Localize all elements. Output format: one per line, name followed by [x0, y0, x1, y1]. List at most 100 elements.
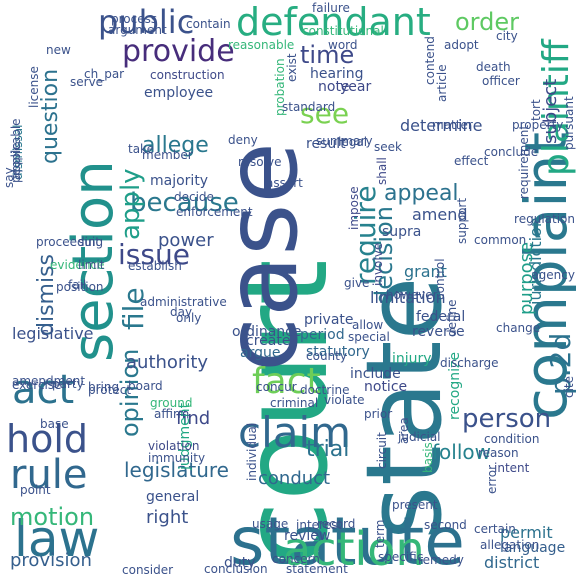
- cloud-word: ch_par: [84, 67, 125, 81]
- cloud-word: general: [146, 489, 200, 505]
- cloud-word: provide: [122, 34, 235, 69]
- cloud-word: concern: [272, 552, 320, 566]
- cloud-word: conclusion: [204, 562, 268, 576]
- cloud-word: control: [433, 258, 447, 300]
- cloud-word: subject: [540, 78, 561, 144]
- cloud-word: interest: [296, 518, 343, 532]
- cloud-word: immunity: [148, 451, 206, 465]
- cloud-word: statute: [230, 503, 465, 576]
- cloud-word: present: [392, 498, 438, 512]
- cloud-word: circuit: [375, 432, 389, 469]
- cloud-word: second: [424, 518, 467, 532]
- cloud-word: person: [462, 404, 552, 434]
- cloud-word: because: [130, 188, 239, 218]
- cloud-word: defendant: [236, 0, 431, 44]
- cloud-word: evidence: [50, 258, 105, 272]
- cloud-word: pursuant: [562, 96, 576, 150]
- cloud-word: allegation: [480, 538, 540, 552]
- cloud-word: trial: [306, 437, 350, 462]
- cloud-word: specific: [378, 550, 424, 564]
- cloud-word: majority: [150, 173, 209, 189]
- cloud-word: doctrine: [300, 383, 350, 397]
- cloud-word: reverse: [412, 324, 465, 340]
- cloud-word: property: [512, 118, 564, 132]
- cloud-word: protect: [88, 383, 132, 397]
- cloud-word: limitation: [370, 288, 446, 307]
- cloud-word: find: [176, 408, 211, 429]
- cloud-word: constitutional: [302, 24, 384, 38]
- cloud-word: city: [496, 29, 518, 43]
- cloud-word: shall: [375, 157, 389, 185]
- cloud-word: process: [111, 12, 158, 26]
- cloud-word: area: [397, 417, 411, 444]
- cloud-word: contend: [423, 36, 437, 85]
- cloud-word: hearing: [310, 66, 364, 82]
- cloud-word: prior: [364, 407, 393, 421]
- cloud-word: take: [128, 142, 154, 156]
- cloud-word: position: [56, 280, 104, 294]
- cloud-word: apply: [116, 168, 146, 240]
- cloud-word: party: [52, 377, 84, 391]
- cloud-word: notice: [364, 379, 408, 395]
- cloud-word: support: [455, 197, 469, 244]
- cloud-word: cite: [562, 375, 576, 398]
- cloud-word: enforcement: [176, 205, 253, 219]
- cloud-word: day: [170, 305, 193, 319]
- cloud-word: member: [142, 148, 193, 162]
- cloud-word: permit: [500, 523, 553, 542]
- cloud-word: define: [445, 299, 459, 337]
- cloud-word: error: [485, 464, 499, 494]
- cloud-word: appeal: [384, 181, 459, 206]
- cloud-word: private: [304, 312, 354, 328]
- cloud-word: seek: [374, 140, 402, 154]
- cloud-word: supra: [382, 224, 422, 240]
- cloud-word: reasonable: [228, 38, 295, 52]
- cloud-word: construction: [150, 68, 225, 82]
- cloud-word: give: [344, 276, 370, 290]
- cloud-word: district: [484, 553, 540, 572]
- cloud-word: exist: [285, 53, 299, 82]
- cloud-word: basis: [421, 442, 435, 473]
- cloud-word: law: [14, 510, 100, 568]
- cloud-word: period: [300, 327, 345, 343]
- cloud-word: special: [348, 330, 390, 344]
- cloud-word: only: [176, 311, 202, 325]
- cloud-word: criminal: [270, 396, 319, 410]
- cloud-word: employee: [144, 85, 214, 101]
- cloud-word: order: [455, 8, 519, 36]
- cloud-word: ground: [150, 396, 193, 410]
- cloud-word: adopt: [444, 38, 479, 52]
- cloud-word: grant: [404, 262, 447, 281]
- cloud-word: hold: [6, 417, 89, 461]
- cloud-word: affirm: [154, 407, 190, 421]
- cloud-word: usage: [252, 517, 289, 531]
- cloud-word: motion: [10, 503, 95, 531]
- cloud-word: license: [27, 66, 41, 108]
- cloud-word: follow: [432, 440, 491, 464]
- cloud-word: establish: [128, 259, 182, 273]
- cloud-word: individual: [245, 422, 259, 481]
- cloud-word: amend: [412, 205, 468, 224]
- cloud-word: conclude: [484, 145, 539, 159]
- cloud-word: concur: [256, 380, 297, 394]
- cloud-word: legislature: [124, 458, 229, 482]
- cloud-word: public: [98, 3, 195, 41]
- cloud-word: duty: [224, 555, 256, 571]
- cloud-word: fail: [68, 278, 87, 292]
- cloud-word: time: [300, 41, 355, 69]
- cloud-word: result: [306, 136, 346, 152]
- cloud-word: officer: [482, 74, 520, 88]
- cloud-word: term: [373, 519, 387, 549]
- cloud-word: see: [300, 97, 350, 130]
- cloud-word: provision: [10, 550, 92, 571]
- cloud-word: right: [146, 507, 189, 528]
- cloud-word: year: [340, 79, 372, 95]
- cloud-word: act: [12, 367, 75, 413]
- cloud-word: federal: [416, 309, 466, 325]
- cloud-word: common: [474, 233, 527, 247]
- cloud-word: issue: [118, 238, 190, 271]
- cloud-word: discharge: [440, 356, 499, 370]
- cloud-word: say: [2, 167, 16, 188]
- cloud-word: action: [283, 522, 425, 576]
- cloud-word: violation: [148, 439, 200, 453]
